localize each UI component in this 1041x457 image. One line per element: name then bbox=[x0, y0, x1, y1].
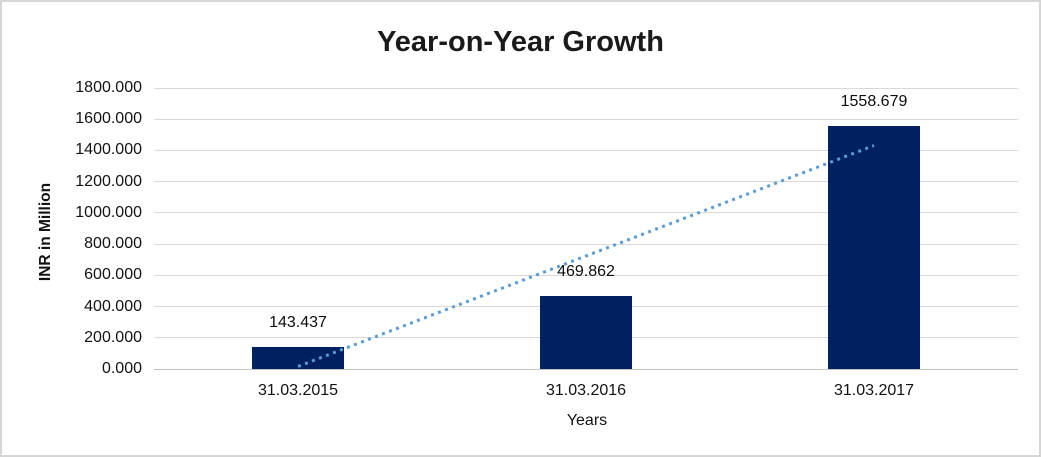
bar-31.03.2017 bbox=[828, 125, 920, 369]
value-label-31.03.2015: 143.437 bbox=[269, 313, 327, 331]
chart-title: Year-on-Year Growth bbox=[377, 26, 664, 58]
x-tick-label-31.03.2017: 31.03.2017 bbox=[833, 382, 915, 399]
x-tick-label-31.03.2016: 31.03.2016 bbox=[545, 382, 627, 399]
y-tick-label-1600: 1600.000 bbox=[75, 110, 142, 128]
y-tick-label-1000: 1000.000 bbox=[75, 203, 142, 221]
y-tick-label-1800: 1800.000 bbox=[75, 79, 142, 96]
gridline-0 bbox=[154, 368, 1018, 370]
y-tick-label-800: 800.000 bbox=[84, 235, 142, 253]
gridline-1600 bbox=[154, 118, 1018, 120]
bar-31.03.2015 bbox=[252, 346, 344, 369]
y-tick-label-1400: 1400.000 bbox=[75, 141, 142, 159]
value-label-31.03.2017: 1558.679 bbox=[840, 92, 908, 110]
value-label-31.03.2016: 469.862 bbox=[557, 262, 615, 280]
gridline-1800 bbox=[154, 87, 1018, 89]
y-tick-label-400: 400.000 bbox=[84, 297, 142, 315]
y-tick-label-200: 200.000 bbox=[84, 328, 142, 346]
y-tick-label-0: 0.000 bbox=[101, 360, 142, 377]
y-tick-label-1200: 1200.000 bbox=[75, 172, 142, 190]
y-tick-label-600: 600.000 bbox=[84, 266, 142, 284]
x-tick-label-31.03.2015: 31.03.2015 bbox=[257, 382, 339, 399]
bar-31.03.2016 bbox=[540, 295, 632, 369]
x-axis-title: Years bbox=[566, 412, 608, 429]
